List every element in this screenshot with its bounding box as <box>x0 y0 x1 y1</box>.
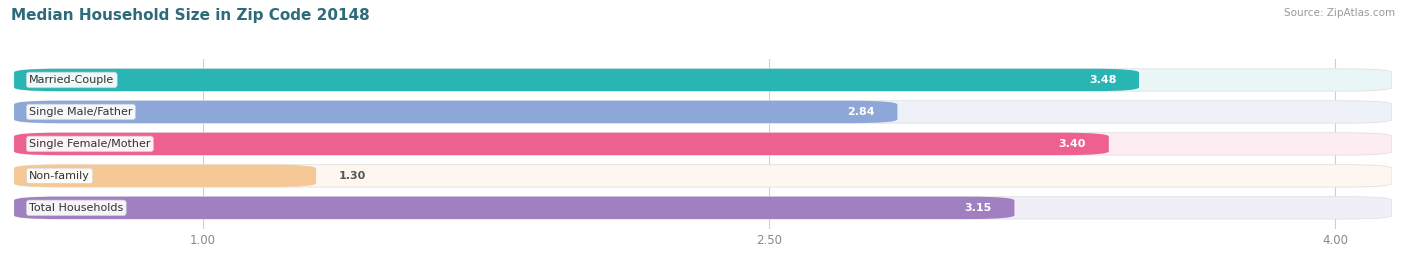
Text: 2.84: 2.84 <box>848 107 875 117</box>
Text: Median Household Size in Zip Code 20148: Median Household Size in Zip Code 20148 <box>11 8 370 23</box>
FancyBboxPatch shape <box>14 69 1139 91</box>
FancyBboxPatch shape <box>14 197 1015 219</box>
Text: Single Male/Father: Single Male/Father <box>30 107 132 117</box>
Text: 3.40: 3.40 <box>1059 139 1087 149</box>
Text: Non-family: Non-family <box>30 171 90 181</box>
Text: Source: ZipAtlas.com: Source: ZipAtlas.com <box>1284 8 1395 18</box>
Text: Total Households: Total Households <box>30 203 124 213</box>
Text: Single Female/Mother: Single Female/Mother <box>30 139 150 149</box>
Text: 3.15: 3.15 <box>965 203 991 213</box>
FancyBboxPatch shape <box>14 165 316 187</box>
Text: 3.48: 3.48 <box>1088 75 1116 85</box>
FancyBboxPatch shape <box>14 197 1392 219</box>
FancyBboxPatch shape <box>14 133 1109 155</box>
Text: Married-Couple: Married-Couple <box>30 75 114 85</box>
FancyBboxPatch shape <box>14 101 1392 123</box>
FancyBboxPatch shape <box>14 133 1392 155</box>
FancyBboxPatch shape <box>14 69 1392 91</box>
Text: 1.30: 1.30 <box>339 171 366 181</box>
FancyBboxPatch shape <box>14 101 897 123</box>
FancyBboxPatch shape <box>14 165 1392 187</box>
